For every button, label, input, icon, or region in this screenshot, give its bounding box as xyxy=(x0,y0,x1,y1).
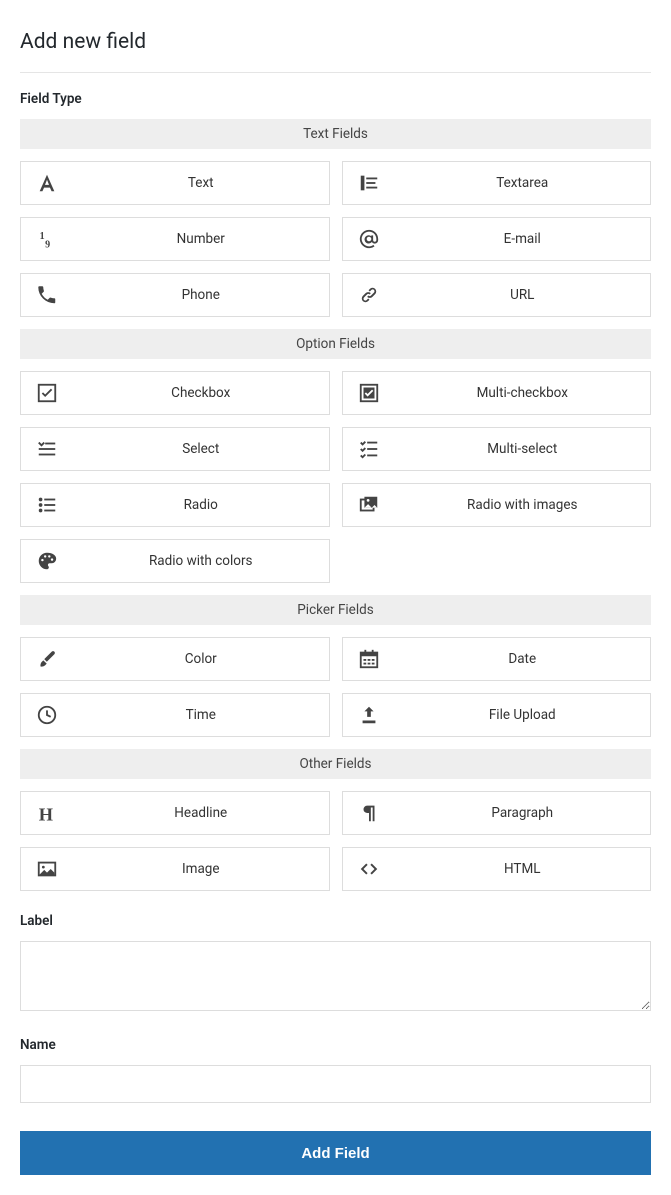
checkbox-icon xyxy=(21,372,73,414)
option-label: Time xyxy=(73,694,329,736)
option-grid: Text Textarea Number E-mail Phone URL xyxy=(20,161,651,317)
align-left-icon xyxy=(343,162,395,204)
field-type-phone[interactable]: Phone xyxy=(20,273,330,317)
option-label: Paragraph xyxy=(395,792,651,834)
checklist-icon xyxy=(343,428,395,470)
option-label: Checkbox xyxy=(73,372,329,414)
field-type-image[interactable]: Image xyxy=(20,847,330,891)
field-type-checkbox[interactable]: Checkbox xyxy=(20,371,330,415)
select-icon xyxy=(21,428,73,470)
option-grid: Checkbox Multi-checkbox Select Multi-select… xyxy=(20,371,651,583)
paragraph-icon xyxy=(343,792,395,834)
option-label: URL xyxy=(395,274,651,316)
image-icon xyxy=(21,848,73,890)
upload-icon xyxy=(343,694,395,736)
option-label: Textarea xyxy=(395,162,651,204)
radio-icon xyxy=(21,484,73,526)
palette-icon xyxy=(21,540,73,582)
numbers-icon xyxy=(21,218,73,260)
option-label: Number xyxy=(73,218,329,260)
option-label: File Upload xyxy=(395,694,651,736)
link-icon xyxy=(343,274,395,316)
field-type-date[interactable]: Date xyxy=(342,637,652,681)
option-label: Image xyxy=(73,848,329,890)
divider xyxy=(20,72,651,73)
option-grid: Headline Paragraph Image HTML xyxy=(20,791,651,891)
brush-icon xyxy=(21,638,73,680)
font-icon xyxy=(21,162,73,204)
option-label: Multi-checkbox xyxy=(395,372,651,414)
checkbox-checked-icon xyxy=(343,372,395,414)
field-type-email[interactable]: E-mail xyxy=(342,217,652,261)
option-label: Radio with images xyxy=(395,484,651,526)
at-icon xyxy=(343,218,395,260)
field-type-html[interactable]: HTML xyxy=(342,847,652,891)
field-type-paragraph[interactable]: Paragraph xyxy=(342,791,652,835)
heading-icon xyxy=(21,792,73,834)
name-input[interactable] xyxy=(20,1065,651,1103)
calendar-icon xyxy=(343,638,395,680)
add-field-button[interactable]: Add Field xyxy=(20,1131,651,1175)
field-type-multi-select[interactable]: Multi-select xyxy=(342,427,652,471)
field-type-radio-colors[interactable]: Radio with colors xyxy=(20,539,330,583)
field-type-file-upload[interactable]: File Upload xyxy=(342,693,652,737)
field-type-radio-images[interactable]: Radio with images xyxy=(342,483,652,527)
option-label: Radio with colors xyxy=(73,540,329,582)
field-type-select[interactable]: Select xyxy=(20,427,330,471)
option-label: Text xyxy=(73,162,329,204)
phone-icon xyxy=(21,274,73,316)
option-label: E-mail xyxy=(395,218,651,260)
option-label: Date xyxy=(395,638,651,680)
field-type-number[interactable]: Number xyxy=(20,217,330,261)
option-label: Select xyxy=(73,428,329,470)
label-field-label: Label xyxy=(20,913,651,929)
option-label: Multi-select xyxy=(395,428,651,470)
option-label: Headline xyxy=(73,792,329,834)
group-header: Picker Fields xyxy=(20,595,651,625)
option-label: Radio xyxy=(73,484,329,526)
field-type-time[interactable]: Time xyxy=(20,693,330,737)
field-type-textarea[interactable]: Textarea xyxy=(342,161,652,205)
field-type-multi-checkbox[interactable]: Multi-checkbox xyxy=(342,371,652,415)
group-header: Option Fields xyxy=(20,329,651,359)
field-type-label: Field Type xyxy=(20,91,651,107)
option-label: Color xyxy=(73,638,329,680)
clock-icon xyxy=(21,694,73,736)
field-type-url[interactable]: URL xyxy=(342,273,652,317)
option-grid: Color Date Time File Upload xyxy=(20,637,651,737)
page-title: Add new field xyxy=(20,30,651,54)
label-input[interactable] xyxy=(20,941,651,1011)
group-header: Other Fields xyxy=(20,749,651,779)
option-label: Phone xyxy=(73,274,329,316)
field-type-headline[interactable]: Headline xyxy=(20,791,330,835)
group-header: Text Fields xyxy=(20,119,651,149)
field-type-color[interactable]: Color xyxy=(20,637,330,681)
code-icon xyxy=(343,848,395,890)
field-type-text[interactable]: Text xyxy=(20,161,330,205)
images-icon xyxy=(343,484,395,526)
option-label: HTML xyxy=(395,848,651,890)
field-type-radio[interactable]: Radio xyxy=(20,483,330,527)
name-field-label: Name xyxy=(20,1037,651,1053)
